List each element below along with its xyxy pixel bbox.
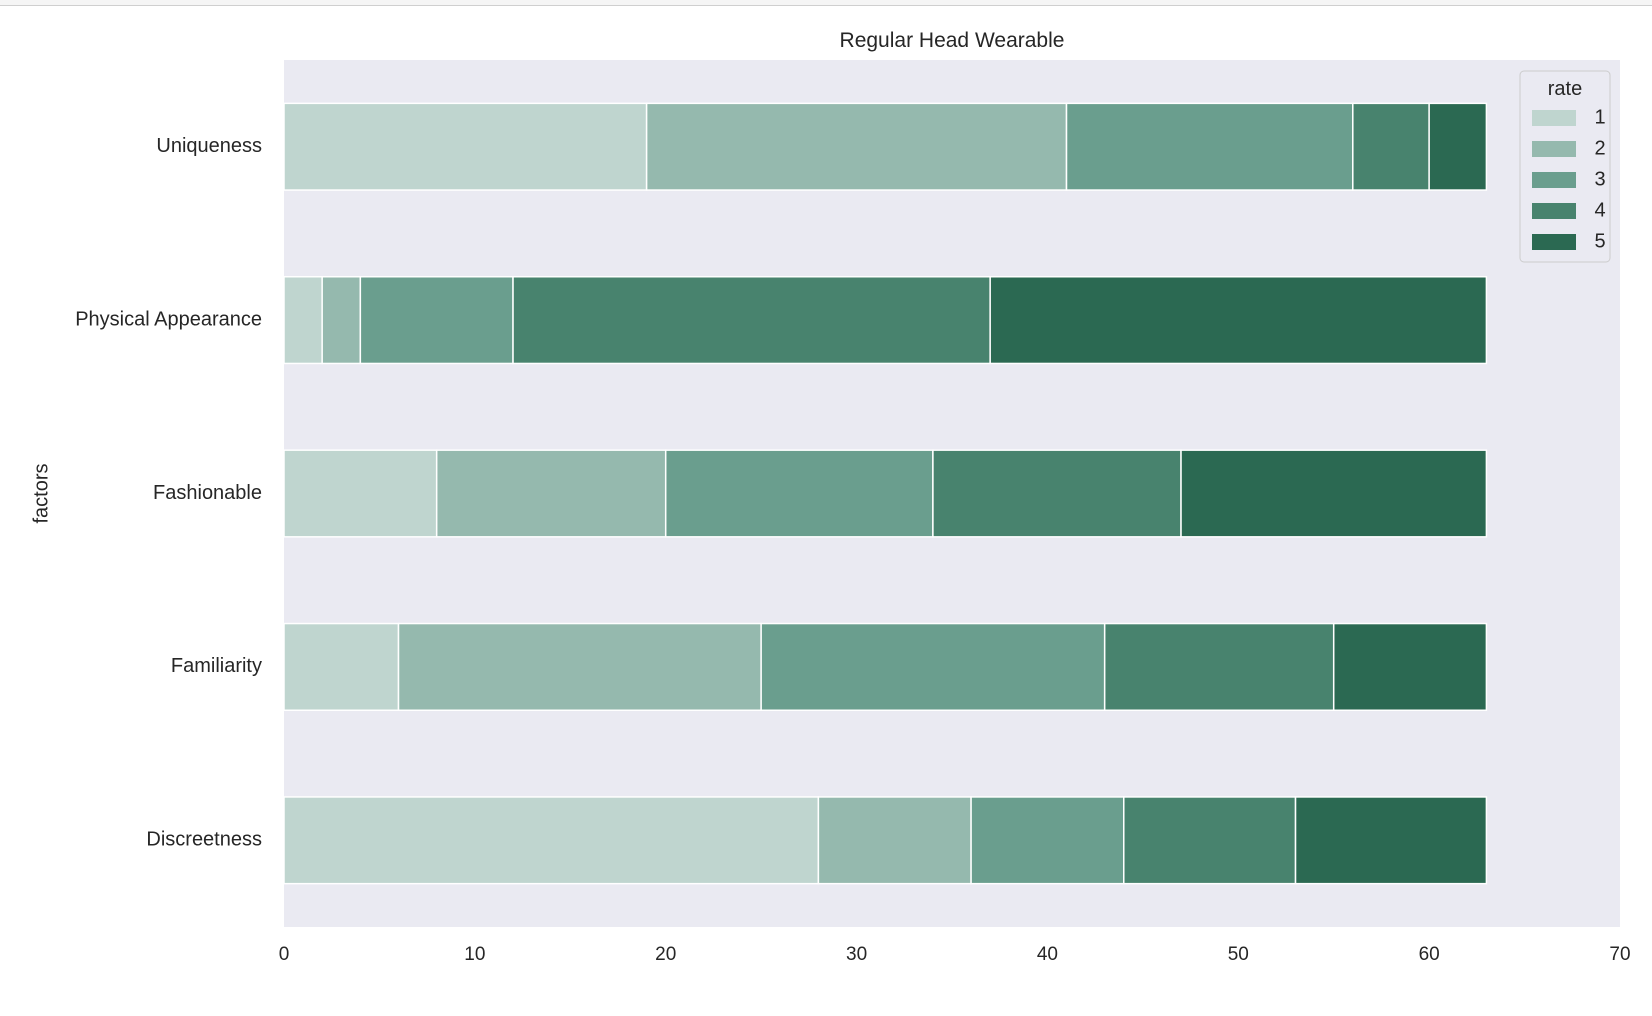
x-tick-label: 20 [655,944,676,965]
legend-label: 2 [1594,137,1605,159]
bar-uniqueness-rate-3 [1065,102,1354,191]
y-tick-label: Physical Appearance [75,308,262,330]
bar-familiarity-rate-3 [760,622,1106,711]
y-axis-label: factors [30,463,52,523]
bar-discreetness-rate-2 [817,796,972,885]
bars-group [283,102,1488,885]
bar-physical-appearance-rate-1 [283,276,323,365]
legend-label: 5 [1594,230,1605,252]
bar-fashionable-rate-1 [283,449,438,538]
bar-familiarity-rate-4 [1103,622,1335,711]
x-tick-label: 60 [1419,944,1440,965]
top-border [0,0,1652,6]
bar-physical-appearance-rate-2 [321,276,362,365]
x-tick-label: 0 [279,944,290,965]
x-tick-label: 30 [846,944,867,965]
bar-fashionable-rate-3 [664,449,934,538]
bar-discreetness-rate-3 [970,796,1125,885]
bar-familiarity-rate-2 [397,622,762,711]
legend-title: rate [1548,78,1582,100]
bar-physical-appearance-rate-5 [989,276,1488,365]
x-tick-labels: 0 10 20 30 40 50 60 70 [279,944,1631,965]
y-tick-labels: Discreetness Familiarity Fashionable Physic… [75,135,262,851]
y-tick-label: Familiarity [171,655,262,677]
legend: rate 1 2 3 4 5 [1519,70,1611,263]
chart-title: Regular Head Wearable [840,29,1065,52]
x-tick-label: 70 [1609,944,1630,965]
y-tick-label: Uniqueness [156,135,262,157]
bar-physical-appearance-rate-3 [359,276,514,365]
legend-swatch-3 [1532,172,1576,188]
bar-uniqueness-rate-4 [1352,102,1430,191]
bar-uniqueness-rate-1 [283,102,648,191]
x-tick-label: 50 [1228,944,1249,965]
legend-swatch-1 [1532,110,1576,126]
y-tick-label: Discreetness [146,829,262,851]
bar-uniqueness-rate-5 [1428,102,1488,191]
bar-fashionable-rate-4 [932,449,1182,538]
legend-swatch-5 [1532,234,1576,250]
legend-label: 3 [1594,168,1605,190]
x-tick-label: 40 [1037,944,1058,965]
x-tick-label: 10 [464,944,485,965]
bar-discreetness-rate-5 [1294,796,1488,885]
bar-fashionable-rate-2 [435,449,667,538]
bar-familiarity-rate-5 [1332,622,1488,711]
legend-swatch-2 [1532,141,1576,157]
bar-physical-appearance-rate-4 [512,276,991,365]
legend-label: 4 [1594,199,1605,221]
bar-familiarity-rate-1 [283,622,400,711]
bar-discreetness-rate-1 [283,796,820,885]
y-tick-label: Fashionable [153,482,262,504]
legend-swatch-4 [1532,203,1576,219]
legend-label: 1 [1594,106,1605,128]
bar-fashionable-rate-5 [1180,449,1488,538]
bar-uniqueness-rate-2 [645,102,1068,191]
bar-discreetness-rate-4 [1123,796,1297,885]
